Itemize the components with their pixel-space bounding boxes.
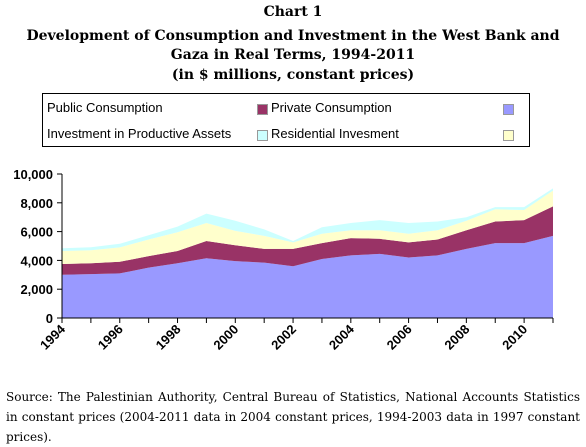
area-series-public-consumption	[62, 235, 553, 318]
legend-label-public-consumption: Public Consumption	[47, 100, 163, 115]
chart-legend: Public Consumption Private Consumption I…	[42, 93, 530, 147]
area-series-private-consumption	[62, 206, 553, 275]
area-series-investment-in-productive-assets	[62, 190, 553, 264]
y-tick-label: 10,000	[13, 167, 53, 182]
y-tick-label: 8,000	[20, 196, 53, 211]
y-tick-label: 2,000	[20, 282, 53, 297]
chart-number-label: Chart 1	[263, 4, 323, 20]
area-chart: 0 2,000 4,000 6,000 8,000 10,000 1994 1996 1998 2…	[13, 167, 554, 353]
legend-swatch-investment-productive-assets	[503, 130, 514, 141]
x-tick-label: 2002	[268, 322, 299, 353]
area-series-residential-invesment	[62, 188, 553, 251]
legend-label-investment-productive-assets: Investment in Productive Assets	[47, 126, 232, 141]
x-tick-label: 1998	[153, 322, 184, 353]
x-tick-label: 2000	[210, 322, 241, 353]
legend-swatch-public-consumption	[503, 104, 514, 115]
y-tick-label: 6,000	[20, 225, 53, 240]
source-footnote: Source: The Palestinian Authority, Centr…	[6, 390, 580, 444]
legend-swatch-private-consumption	[257, 104, 268, 115]
legend-swatch-residential-investment	[257, 130, 268, 141]
x-tick-label: 1994	[37, 321, 69, 353]
x-tick-label: 1996	[95, 322, 126, 353]
x-tick-label: 2004	[326, 321, 358, 353]
y-tick-label: 4,000	[20, 253, 53, 268]
chart-subtitle: (in $ millions, constant prices)	[171, 67, 415, 83]
x-tick-label: 2006	[384, 322, 415, 353]
legend-label-private-consumption: Private Consumption	[271, 100, 392, 115]
x-tick-label: 2008	[441, 322, 472, 353]
y-tick-label: 0	[46, 311, 53, 326]
x-tick-label: 2010	[499, 322, 530, 353]
legend-label-residential-investment: Residential Invesment	[271, 126, 399, 141]
chart-title: Development of Consumption and Investmen…	[26, 28, 560, 63]
